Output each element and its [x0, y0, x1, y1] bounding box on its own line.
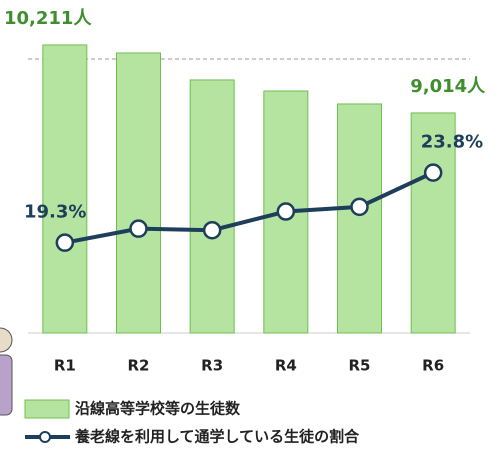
x-tick-label: R6 [422, 357, 444, 375]
person-illustration [0, 328, 12, 415]
legend-label: 養老線を利用して通学している生徒の割合 [74, 428, 360, 446]
x-tick-label: R5 [349, 357, 371, 375]
data-label: 9,014人 [410, 76, 486, 97]
x-tick-label: R1 [54, 357, 76, 375]
legend-label: 沿線高等学校等の生徒数 [75, 400, 241, 418]
x-tick-label: R3 [201, 357, 223, 375]
line-point [131, 221, 147, 237]
bar [117, 53, 161, 333]
bar [190, 80, 234, 333]
data-label: 23.8% [421, 132, 483, 153]
legend-swatch [25, 400, 69, 418]
line-point [278, 204, 294, 220]
line-point [425, 165, 441, 181]
bar [338, 104, 382, 333]
x-tick-label: R2 [128, 357, 150, 375]
data-label: 10,211人 [4, 8, 92, 29]
x-tick-label: R4 [275, 357, 297, 375]
chart: R1 R2 R3 R4 R5 R6 10,211人 9,014人 19.3% 23.8% 沿線高等学… [0, 0, 498, 454]
data-label: 19.3% [24, 202, 86, 223]
page: {"chart_data": {"type": "bar-line", "cat… [0, 0, 498, 454]
line-point [352, 199, 368, 215]
legend-swatch [40, 432, 50, 442]
line-point [57, 235, 73, 251]
line-point [204, 222, 220, 238]
bar [43, 45, 87, 333]
